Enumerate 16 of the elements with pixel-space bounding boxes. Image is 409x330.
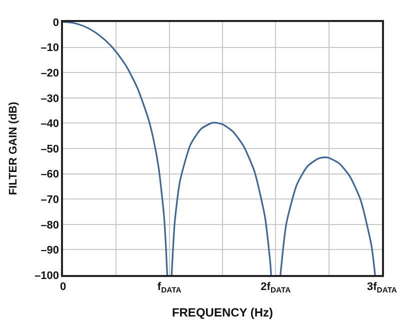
y-tick-label: –50 (40, 143, 60, 156)
y-tick-label: –40 (40, 118, 60, 130)
y-tick-label: –70 (40, 194, 60, 206)
y-tick-label: –60 (40, 168, 60, 181)
x-tick-label: 3f$_{DATA}$ (367, 280, 398, 294)
y-tick-label: –100 (34, 270, 60, 282)
x-tick-label: f$_{DATA}$ (157, 280, 182, 294)
y-tick-label: 0 (52, 16, 60, 29)
y-tick-label: –90 (40, 244, 60, 257)
y-axis-title: FILTER GAIN (dB) (8, 102, 20, 196)
y-tick-label: –20 (40, 67, 60, 80)
x-axis-title: FREQUENCY (Hz) (172, 306, 274, 320)
y-tick-label: –80 (40, 219, 60, 232)
y-tick-label: –10 (40, 42, 60, 54)
y-tick-label: –30 (40, 92, 60, 105)
x-tick-label: 2f$_{DATA}$ (260, 280, 292, 294)
